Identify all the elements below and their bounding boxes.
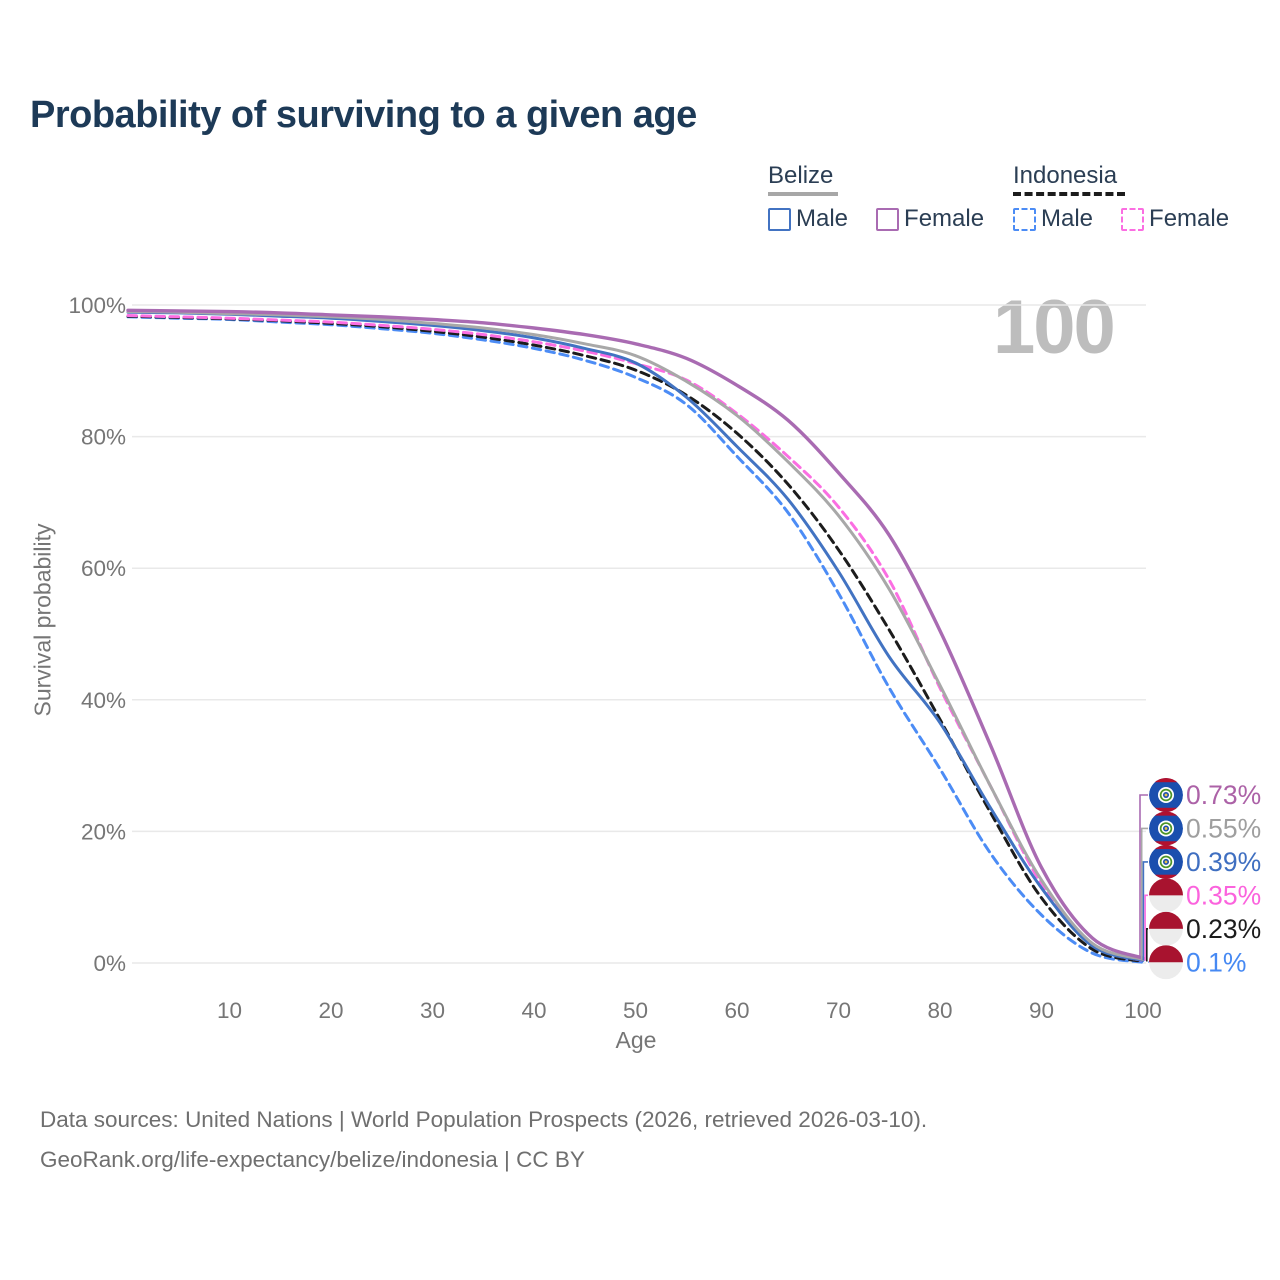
legend-item-label: Female [904, 205, 985, 233]
legend-item-label: Male [1041, 205, 1094, 233]
flag-indonesia-icon [1149, 945, 1183, 980]
x-tick-label: 40 [521, 998, 546, 1023]
legend-header-indonesia: Indonesia [1013, 162, 1118, 189]
y-tick-label: 20% [81, 819, 126, 844]
belize-flag-wreath [1159, 822, 1173, 835]
x-tick-label: 80 [927, 998, 952, 1023]
x-tick-label: 60 [724, 998, 749, 1023]
x-tick-label: 90 [1029, 998, 1054, 1023]
belize-male-swatch-icon [768, 207, 791, 231]
belize-flag-bottom-stripe [1149, 807, 1183, 812]
curve-belize-all [126, 310, 1145, 961]
curve-indonesia-male [126, 315, 1145, 964]
age-counter-watermark: 100 [993, 285, 1116, 370]
legend-item-indonesia-female[interactable]: Female [1121, 205, 1229, 233]
y-tick-label: 0% [93, 951, 126, 976]
leader-line-indonesia-female [1144, 894, 1148, 961]
leader-lines [1139, 794, 1150, 964]
legend-item-label: Male [796, 205, 849, 233]
belize-flag-arms-center [1164, 793, 1168, 797]
x-axis-title: Age [616, 1027, 657, 1053]
footer-data-sources: Data sources: United Nations | World Pop… [40, 1107, 928, 1132]
legend-item-label: Female [1149, 205, 1230, 233]
y-tick-label: 80% [81, 425, 126, 450]
belize-flag-bottom-stripe [1149, 874, 1183, 879]
end-label-indonesia-male: 0.1% [1186, 947, 1246, 977]
y-tick-label: 60% [81, 556, 126, 581]
belize-female-swatch-icon [876, 207, 900, 231]
x-tick-label: 100 [1124, 998, 1162, 1023]
curve-indonesia-all [126, 314, 1145, 963]
y-tick-label: 100% [68, 293, 126, 318]
leader-line-belize-all [1140, 827, 1148, 960]
flag-indonesia-icon [1149, 911, 1183, 946]
x-axis-ticks: 10 20 30 40 50 60 70 80 90 100 [217, 998, 1162, 1023]
belize-flag-bottom-stripe [1149, 841, 1183, 846]
indonesia-flag-red-half [1149, 911, 1183, 929]
x-tick-label: 20 [318, 998, 343, 1023]
belize-flag-top-stripe [1149, 811, 1183, 816]
leader-line-indonesia-all [1146, 928, 1148, 962]
indonesia-female-swatch-icon [1121, 207, 1145, 231]
legend-item-indonesia-male[interactable]: Male [1013, 205, 1093, 233]
legend-item-belize-female[interactable]: Female [876, 205, 984, 233]
flag-indonesia-icon [1149, 878, 1183, 913]
flag-icons [1149, 778, 1183, 980]
flag-belize-icon [1149, 778, 1183, 812]
x-tick-label: 50 [623, 998, 648, 1023]
belize-flag-arms-center [1164, 860, 1168, 864]
leader-line-belize-male [1142, 861, 1148, 961]
end-value-labels: 0.73%0.55% 0.39%0.35% 0.23%0.1% [1186, 780, 1261, 977]
end-label-indonesia-all: 0.23% [1186, 914, 1261, 944]
x-tick-label: 10 [217, 998, 242, 1023]
legend-item-belize-male[interactable]: Male [768, 205, 848, 233]
curve-indonesia-female [126, 314, 1145, 963]
legend-underline-indonesia-dashed-line [1013, 192, 1125, 197]
legend-header-belize: Belize [768, 162, 834, 189]
x-tick-label: 30 [420, 998, 445, 1023]
indonesia-flag-red-half [1149, 945, 1183, 963]
legend-group-belize: Belize Male Female [768, 163, 984, 233]
x-tick-label: 70 [826, 998, 851, 1023]
curve-belize-female [126, 308, 1145, 960]
legend-group-indonesia: Indonesia Male Female [1013, 163, 1229, 233]
belize-flag-wreath [1159, 788, 1173, 802]
flag-belize-icon [1149, 811, 1183, 846]
end-label-indonesia-female: 0.35% [1186, 880, 1261, 910]
belize-flag-top-stripe [1149, 778, 1183, 783]
survival-curves [126, 308, 1145, 964]
end-label-belize-male: 0.39% [1186, 847, 1261, 877]
end-label-belize-female: 0.73% [1186, 780, 1261, 810]
flag-belize-icon [1149, 844, 1183, 879]
belize-flag-top-stripe [1149, 844, 1183, 850]
belize-flag-arms-center [1164, 827, 1168, 830]
indonesia-male-swatch-icon [1013, 207, 1036, 231]
leader-line-belize-female [1139, 794, 1148, 959]
indonesia-flag-red-half [1149, 878, 1183, 896]
belize-flag-wreath [1159, 855, 1173, 869]
end-label-belize-all: 0.55% [1186, 813, 1261, 843]
gridlines [132, 304, 1146, 964]
page-title: Probability of surviving to a given age [30, 94, 697, 136]
footer-attribution: GeoRank.org/life-expectancy/belize/indon… [40, 1147, 585, 1172]
y-tick-label: 40% [81, 688, 126, 713]
legend-underline-belize-solid-line [768, 192, 838, 197]
curve-belize-male [126, 310, 1145, 962]
y-axis-ticks: 0% 20% 40% 60% 80% 100% [68, 293, 126, 976]
